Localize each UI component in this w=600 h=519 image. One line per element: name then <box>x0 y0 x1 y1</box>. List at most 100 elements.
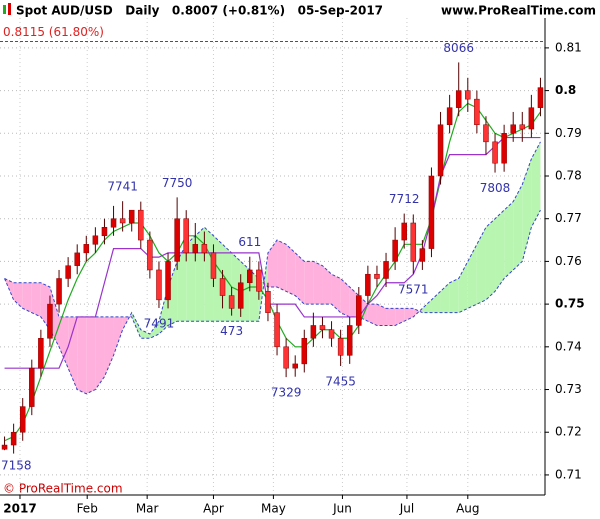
footer: © ProRealTime.com <box>3 482 123 496</box>
candle-body <box>292 363 298 369</box>
x-tick-label: Apr <box>203 502 224 516</box>
y-tick-label: 0.79 <box>555 126 582 140</box>
cloud-segment <box>367 304 377 326</box>
candle-body <box>47 303 53 339</box>
candle-body <box>319 325 326 330</box>
candle-body <box>74 252 80 266</box>
candle-body <box>365 273 371 296</box>
candle-body <box>419 248 426 262</box>
candle-body <box>301 338 308 365</box>
cloud-segment <box>531 141 541 228</box>
x-tick-label: Feb <box>77 502 98 516</box>
candle-body <box>101 226 108 237</box>
candle-body <box>383 261 389 279</box>
y-tick-label: 0.74 <box>555 339 582 353</box>
indicator-line <box>4 136 541 369</box>
cloud-segment <box>476 227 486 305</box>
annotation: 7808 <box>480 181 511 195</box>
cloud-segment <box>177 244 187 322</box>
y-tick-label: 0.81 <box>555 40 582 54</box>
annotation: 473 <box>220 324 243 338</box>
plot: 0.71 0.72 0.73 0.74 0.75 0.76 0.77 0.78 0.79 0.8 0… <box>0 18 585 516</box>
candle-body <box>138 209 144 241</box>
level-label: 0.8115 (61.80%) <box>3 25 104 39</box>
candle-body <box>237 282 244 309</box>
cloud-segment <box>286 244 296 296</box>
cloud-segment <box>495 210 505 292</box>
candle-body <box>483 124 489 143</box>
candle-body <box>328 329 335 339</box>
logo-candle <box>8 3 11 15</box>
annotation: 611 <box>238 235 261 249</box>
candle-body <box>310 325 317 339</box>
cloud-segment <box>149 321 159 339</box>
cloud-segment <box>504 201 514 279</box>
candle-body <box>147 239 153 271</box>
cloud-segment <box>22 282 32 313</box>
candle-body <box>465 90 471 100</box>
candle-body <box>346 325 353 356</box>
annotation: 7750 <box>162 176 193 190</box>
cloud-segment <box>422 299 432 313</box>
cloud-segment <box>431 291 441 313</box>
candle-body <box>256 269 262 292</box>
cloud-segment <box>95 316 105 390</box>
candle-body <box>428 175 435 249</box>
cloud-segment <box>59 316 69 369</box>
y-tick-label: 0.72 <box>555 425 582 439</box>
cloud-segment <box>404 308 414 322</box>
cloud-segment <box>386 308 396 326</box>
cloud-segment <box>449 278 459 313</box>
cloud-segment <box>313 261 323 305</box>
cloud-segment <box>140 329 150 339</box>
cloud-segment <box>77 316 87 394</box>
candle-body <box>474 98 480 126</box>
candle-body <box>528 107 535 130</box>
candle-body <box>274 312 280 348</box>
candle-body <box>29 367 35 407</box>
candle-body <box>519 124 526 130</box>
x-tick-label: May <box>261 502 286 516</box>
candle-body <box>183 218 189 254</box>
annotation: 7741 <box>107 180 138 194</box>
x-tick-label: Mar <box>136 502 159 516</box>
annotation: 7712 <box>389 192 420 206</box>
source: www.ProRealTime.com <box>441 4 596 18</box>
candle-body <box>110 218 117 228</box>
candle-body <box>446 107 453 126</box>
candle-body <box>201 244 208 254</box>
cloud-segment <box>331 274 341 313</box>
annotation: 7329 <box>271 386 302 400</box>
annotation: 7571 <box>398 282 429 296</box>
cloud-segment <box>295 252 305 305</box>
cloud-segment <box>168 261 178 326</box>
chart-title: Spot AUD/USD Daily 0.8007 (+0.81%) 05-Se… <box>16 4 383 18</box>
cloud-line <box>4 141 541 395</box>
candle-body <box>455 90 462 108</box>
annotation: 7455 <box>325 375 356 389</box>
cloud-segment <box>322 265 332 305</box>
x-tick-label: Jun <box>332 502 352 516</box>
candle-body <box>265 291 271 313</box>
x-tick-label: 2017 <box>3 502 36 516</box>
candle-body <box>374 273 380 279</box>
cloud-segment <box>440 282 450 313</box>
y-tick-label: 0.75 <box>555 297 585 311</box>
cloud-segment <box>340 278 350 317</box>
cloud-segment <box>485 218 496 300</box>
cloud-segment <box>304 261 314 305</box>
candle-body <box>1 444 8 450</box>
candle-body <box>119 218 126 224</box>
candle-body <box>128 209 135 224</box>
logo-candle <box>3 5 6 14</box>
candle-body <box>174 218 180 262</box>
cloud-segment <box>376 304 387 326</box>
cloud-segment <box>104 316 114 377</box>
cloud-line <box>4 209 541 339</box>
x-tick-label: Jul <box>399 502 414 516</box>
y-tick-label: 0.71 <box>555 467 582 481</box>
candle-body <box>501 133 507 164</box>
candle-body <box>156 269 162 301</box>
candle-body <box>219 278 226 296</box>
